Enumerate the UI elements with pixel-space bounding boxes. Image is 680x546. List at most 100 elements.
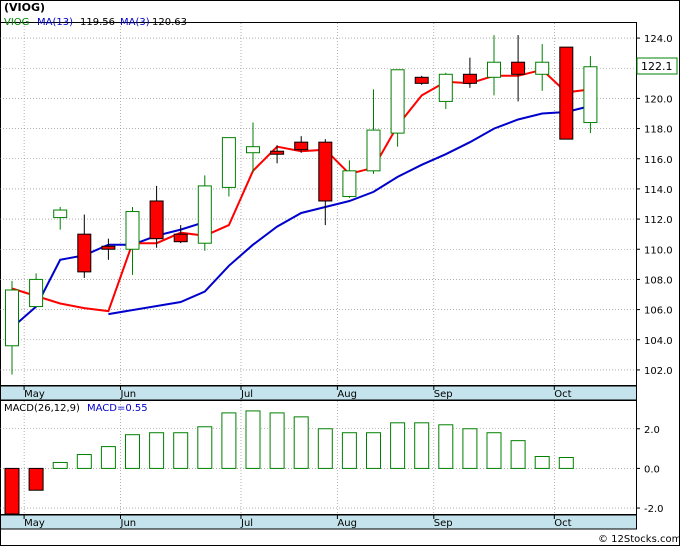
price-month-label: Jun: [120, 389, 137, 400]
macd-bar: [341, 432, 357, 469]
macd-bar: [558, 457, 574, 469]
candle-body: [5, 289, 19, 347]
candle-up: [583, 56, 598, 134]
candle-up: [5, 280, 19, 375]
price-tick-label: 108.0: [644, 275, 673, 286]
ma13-line: [108, 105, 591, 316]
footer-credit: © 12Stocks.com: [598, 534, 680, 545]
legend-ma13-value: 119.56: [80, 17, 115, 28]
candle-body: [197, 185, 212, 244]
candles-layer: [5, 35, 598, 375]
candle-body: [221, 137, 236, 188]
macd-tick-label: 0.0: [644, 464, 660, 475]
macd-bar: [149, 432, 165, 469]
candle-body: [487, 61, 501, 78]
legend-ma3-label: MA(3): [120, 17, 150, 28]
price-grid: [0, 23, 636, 385]
price-tick-label: 112.0: [644, 215, 673, 226]
price-month-axis-band: [0, 385, 637, 401]
candle-up: [366, 89, 381, 174]
price-tick-label: 120.0: [644, 94, 673, 105]
price-month-label: Aug: [337, 389, 357, 400]
price-month-label: May: [24, 389, 45, 400]
macd-bar: [221, 412, 237, 469]
candle-body: [101, 245, 116, 250]
candle-up: [53, 207, 68, 230]
price-plot-area: [0, 22, 637, 386]
candle-up: [438, 72, 453, 109]
macd-month-labels: May Jun Jul Aug Sep Oct: [23, 515, 572, 529]
macd-bar: [486, 432, 502, 469]
candle-up: [342, 160, 357, 198]
candle-up: [390, 69, 405, 147]
macd-bar: [100, 446, 116, 469]
price-panel: 102.0 104.0 106.0 108.0 110.0 112.0 114.0 116.0…: [0, 17, 678, 386]
candle-down: [149, 185, 164, 248]
candle-body: [77, 233, 92, 273]
macd-bar: [28, 467, 44, 491]
price-month-labels: May Jun Jul Aug Sep Oct: [23, 386, 572, 400]
macd-bar: [269, 412, 285, 469]
candle-body: [246, 146, 260, 154]
candle-down: [318, 139, 333, 226]
macd-bar: [414, 422, 430, 469]
macd-bar: [245, 410, 261, 469]
candle-body: [438, 73, 453, 102]
candle-down: [270, 145, 285, 164]
price-month-label: Sep: [434, 389, 453, 400]
macd-bar: [173, 432, 189, 469]
candle-up: [535, 44, 550, 91]
candle-down: [173, 225, 188, 244]
candle-body: [53, 209, 68, 219]
macd-bar: [366, 432, 381, 469]
candle-body: [462, 73, 477, 84]
macd-month-label: Aug: [337, 518, 357, 529]
candle-body: [559, 46, 574, 140]
candle-down: [77, 214, 92, 278]
candle-body: [414, 76, 429, 84]
candle-body: [342, 170, 357, 197]
candle-down: [294, 136, 309, 153]
macd-tick-label: 2.0: [644, 425, 660, 436]
candle-up: [487, 35, 501, 96]
price-tick-label: 102.0: [644, 366, 673, 377]
price-tick-label: 118.0: [644, 125, 673, 136]
candle-body: [125, 211, 140, 250]
macd-bar: [52, 461, 68, 469]
candle-down: [462, 57, 477, 88]
candle-down: [511, 35, 526, 102]
legend-ma13-label: MA(13): [37, 17, 73, 28]
macd-month-label: May: [24, 518, 45, 529]
macd-bar: [125, 434, 140, 469]
macd-bar: [317, 428, 333, 469]
price-tick-label: 114.0: [644, 185, 673, 196]
candle-up: [221, 137, 236, 197]
candle-body: [511, 61, 526, 75]
candle-down: [559, 46, 574, 140]
candle-down: [414, 75, 429, 85]
macd-month-label: Jun: [120, 518, 137, 529]
macd-value-label: MACD=0.55: [87, 403, 148, 414]
macd-tick-label: -2.0: [644, 504, 664, 515]
candle-down: [101, 238, 116, 260]
macd-bar: [438, 424, 454, 469]
price-month-label: Jul: [240, 389, 253, 400]
macd-bar: [76, 454, 92, 469]
macd-bar: [197, 426, 213, 469]
candle-body: [583, 66, 598, 124]
legend-symbol: VIOG: [4, 17, 29, 28]
candle-up: [197, 175, 212, 251]
macd-month-label: Oct: [554, 518, 571, 529]
macd-month-label: Jul: [240, 518, 253, 529]
price-tick-label: 124.0: [644, 34, 673, 45]
macd-bar: [462, 428, 478, 469]
macd-bar: [510, 440, 526, 469]
macd-bar: [534, 456, 550, 469]
last-price-value: 122.1: [641, 60, 673, 73]
price-tick-label: 104.0: [644, 336, 673, 347]
macd-panel: 2.0 0.0 -2.0 MACD(26,12,9) MACD=0.55: [0, 400, 664, 515]
candle-body: [366, 129, 381, 172]
macd-bars: [4, 410, 574, 515]
price-tick-label: 110.0: [644, 245, 673, 256]
